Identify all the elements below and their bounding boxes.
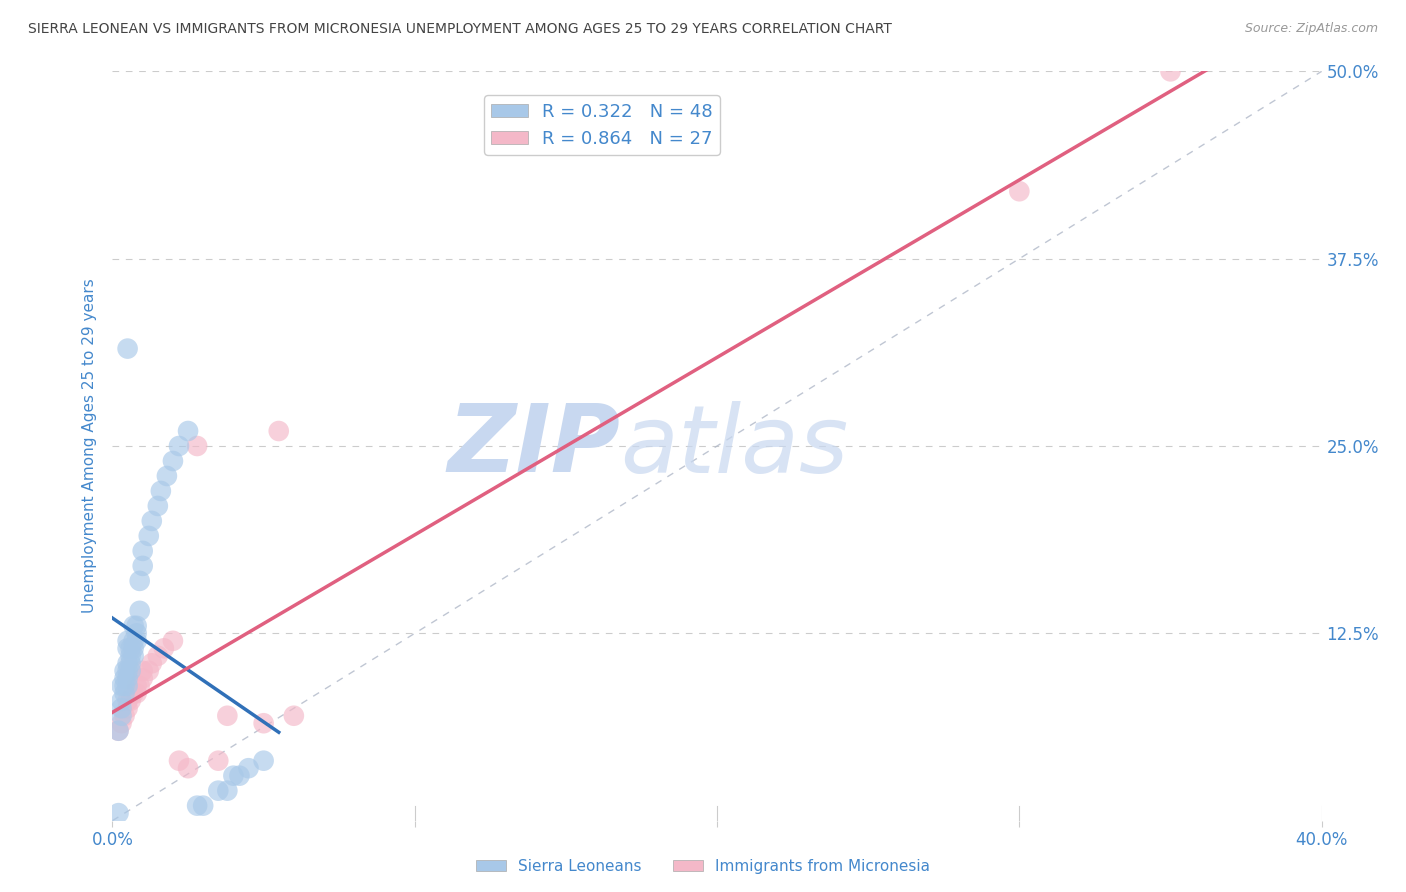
Text: Source: ZipAtlas.com: Source: ZipAtlas.com xyxy=(1244,22,1378,36)
Point xyxy=(177,761,200,775)
Point xyxy=(177,424,200,438)
Point xyxy=(228,769,250,783)
Point xyxy=(167,439,190,453)
Point xyxy=(207,783,229,797)
Point xyxy=(1159,64,1181,78)
Point xyxy=(117,633,139,648)
Point xyxy=(253,716,276,731)
Point xyxy=(186,439,208,453)
Legend: R = 0.322   N = 48, R = 0.864   N = 27: R = 0.322 N = 48, R = 0.864 N = 27 xyxy=(484,95,720,155)
Point xyxy=(162,633,184,648)
Point xyxy=(128,574,150,588)
Point xyxy=(132,671,155,685)
Point xyxy=(146,499,169,513)
Text: SIERRA LEONEAN VS IMMIGRANTS FROM MICRONESIA UNEMPLOYMENT AMONG AGES 25 TO 29 YE: SIERRA LEONEAN VS IMMIGRANTS FROM MICRON… xyxy=(28,22,891,37)
Point xyxy=(128,679,150,693)
Point xyxy=(120,641,142,656)
Point xyxy=(114,664,136,678)
Point xyxy=(117,657,139,671)
Point xyxy=(125,633,148,648)
Legend: Sierra Leoneans, Immigrants from Micronesia: Sierra Leoneans, Immigrants from Microne… xyxy=(470,853,936,880)
Point xyxy=(120,664,142,678)
Point xyxy=(117,664,139,678)
Point xyxy=(117,641,139,656)
Point xyxy=(120,648,142,663)
Point xyxy=(191,798,214,813)
Text: atlas: atlas xyxy=(620,401,849,491)
Point xyxy=(110,701,132,715)
Point xyxy=(110,716,132,731)
Point xyxy=(120,694,142,708)
Point xyxy=(110,679,132,693)
Point xyxy=(125,679,148,693)
Point xyxy=(167,754,190,768)
Point xyxy=(141,657,163,671)
Point xyxy=(117,701,139,715)
Point xyxy=(141,514,163,528)
Point xyxy=(1008,184,1031,198)
Point xyxy=(120,657,142,671)
Point xyxy=(125,626,148,640)
Point xyxy=(114,679,136,693)
Point xyxy=(132,558,155,573)
Text: ZIP: ZIP xyxy=(447,400,620,492)
Point xyxy=(217,783,239,797)
Point xyxy=(207,754,229,768)
Point xyxy=(107,723,129,738)
Point xyxy=(117,342,139,356)
Point xyxy=(132,544,155,558)
Point xyxy=(125,619,148,633)
Point xyxy=(283,708,305,723)
Point xyxy=(138,664,160,678)
Point xyxy=(110,708,132,723)
Point xyxy=(122,633,145,648)
Point xyxy=(222,769,245,783)
Point xyxy=(146,648,169,663)
Point xyxy=(186,798,208,813)
Point xyxy=(117,671,139,685)
Point xyxy=(122,619,145,633)
Point xyxy=(125,686,148,700)
Point xyxy=(117,679,139,693)
Point xyxy=(107,806,129,821)
Point xyxy=(122,686,145,700)
Point xyxy=(114,708,136,723)
Point xyxy=(217,708,239,723)
Point xyxy=(110,694,132,708)
Point xyxy=(114,671,136,685)
Point xyxy=(153,641,176,656)
Point xyxy=(149,483,172,498)
Point xyxy=(162,454,184,468)
Point xyxy=(122,641,145,656)
Point xyxy=(156,469,179,483)
Y-axis label: Unemployment Among Ages 25 to 29 years: Unemployment Among Ages 25 to 29 years xyxy=(82,278,97,614)
Point xyxy=(253,754,276,768)
Point xyxy=(138,529,160,543)
Point xyxy=(128,604,150,618)
Point xyxy=(132,664,155,678)
Point xyxy=(122,648,145,663)
Point xyxy=(238,761,260,775)
Point xyxy=(114,686,136,700)
Point xyxy=(267,424,290,438)
Point xyxy=(117,694,139,708)
Point xyxy=(107,723,129,738)
